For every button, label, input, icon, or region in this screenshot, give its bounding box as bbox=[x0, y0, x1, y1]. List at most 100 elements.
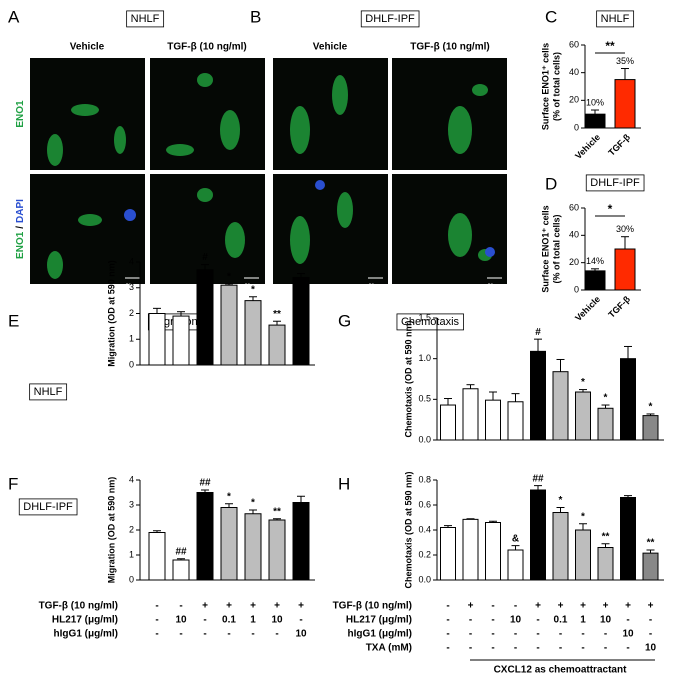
panel-title: Chemotaxis bbox=[401, 316, 460, 328]
annotation: ** bbox=[602, 531, 610, 542]
bar bbox=[584, 270, 606, 291]
condition-value: - bbox=[251, 629, 254, 640]
image bbox=[273, 174, 388, 284]
annotation: * bbox=[227, 272, 231, 283]
condition-value: - bbox=[446, 629, 449, 640]
condition-value: - bbox=[626, 615, 629, 626]
bar bbox=[552, 371, 569, 441]
condition-value: + bbox=[580, 601, 586, 612]
condition-value: - bbox=[469, 629, 472, 640]
condition-value: - bbox=[155, 629, 158, 640]
bar bbox=[642, 415, 659, 441]
condition-value: - bbox=[581, 629, 584, 640]
condition-value: 10 bbox=[175, 615, 187, 626]
condition-value: - bbox=[604, 629, 607, 640]
condition-value: 10 bbox=[645, 643, 657, 654]
annotation: ## bbox=[175, 546, 187, 557]
y-tick-label: 0 bbox=[129, 574, 134, 584]
condition-value: - bbox=[446, 643, 449, 654]
bar bbox=[507, 401, 524, 441]
significance-label: * bbox=[608, 202, 613, 216]
cell-line-label: NHLF bbox=[131, 13, 160, 25]
condition-value: - bbox=[536, 643, 539, 654]
condition-value: - bbox=[446, 615, 449, 626]
condition-value: - bbox=[536, 615, 539, 626]
condition-value: 10 bbox=[510, 615, 522, 626]
condition-row-label: TGF-β (10 ng/ml) bbox=[39, 601, 118, 612]
channel-part: DAPI bbox=[15, 199, 26, 223]
bar bbox=[440, 527, 456, 581]
condition-value: - bbox=[491, 643, 494, 654]
condition-value: 0.1 bbox=[554, 615, 568, 626]
y-tick-label: 20 bbox=[569, 95, 579, 105]
condition-value: 10 bbox=[622, 629, 634, 640]
scale-bar-label: 50μm bbox=[245, 283, 258, 289]
channel-label: ENO1 / DAPI bbox=[15, 199, 26, 259]
annotation: ## bbox=[199, 478, 211, 489]
condition-value: - bbox=[179, 629, 182, 640]
bar bbox=[244, 300, 262, 366]
annotation: * bbox=[581, 377, 585, 388]
condition-value: - bbox=[469, 615, 472, 626]
bar bbox=[485, 522, 501, 581]
condition-value: + bbox=[298, 601, 304, 612]
bar bbox=[172, 315, 190, 366]
channel-part: ENO1 bbox=[15, 231, 26, 259]
y-tick-label: 1.0 bbox=[418, 353, 431, 363]
bar bbox=[614, 248, 636, 291]
condition-value: + bbox=[202, 601, 208, 612]
bar bbox=[244, 513, 262, 581]
y-tick-label: 2 bbox=[129, 524, 134, 534]
y-axis-label: Migration (OD at 590 nm) bbox=[106, 477, 116, 584]
condition-value: - bbox=[536, 629, 539, 640]
bar bbox=[530, 489, 546, 581]
condition-value: - bbox=[227, 629, 230, 640]
y-tick-label: 20 bbox=[569, 257, 579, 267]
annotation: & bbox=[512, 533, 519, 544]
bar bbox=[584, 113, 606, 129]
value-label: 35% bbox=[616, 56, 634, 66]
row-label-box bbox=[29, 383, 68, 401]
condition-value: + bbox=[274, 601, 280, 612]
condition-value: 1 bbox=[580, 615, 586, 626]
bar bbox=[172, 559, 190, 581]
condition-value: - bbox=[203, 615, 206, 626]
condition-value: - bbox=[446, 601, 449, 612]
annotation: ** bbox=[273, 309, 281, 320]
bar bbox=[597, 547, 614, 581]
y-tick-label: 1 bbox=[129, 549, 134, 559]
y-tick-label: 0.0 bbox=[418, 574, 431, 584]
condition-value: - bbox=[155, 615, 158, 626]
condition-value: + bbox=[558, 601, 564, 612]
condition-label: TGF-β (10 ng/ml) bbox=[167, 42, 246, 53]
condition-value: - bbox=[491, 601, 494, 612]
y-axis-label: Chemotaxis (OD at 590 nm) bbox=[403, 320, 413, 437]
y-tick-label: 1 bbox=[129, 334, 134, 344]
annotation: ** bbox=[273, 506, 281, 517]
y-tick-label: 40 bbox=[569, 230, 579, 240]
panel-title-box bbox=[396, 313, 464, 331]
scale-bar-label: 50μm bbox=[369, 283, 382, 289]
x-tick-label: TGF-β bbox=[606, 294, 632, 320]
y-tick-label: 0 bbox=[574, 122, 579, 132]
cell-line-label: DHLF-IPF bbox=[365, 13, 415, 25]
y-axis-label: Chemotaxis (OD at 590 nm) bbox=[403, 471, 413, 588]
annotation: * bbox=[559, 495, 563, 506]
condition-value: - bbox=[491, 629, 494, 640]
nuclei bbox=[124, 180, 495, 257]
image bbox=[392, 58, 507, 170]
bar bbox=[462, 518, 479, 581]
condition-value: + bbox=[603, 601, 609, 612]
x-tick-label: Vehicle bbox=[573, 132, 602, 161]
cell-line-label-box bbox=[126, 10, 165, 28]
bar bbox=[462, 388, 479, 441]
y-axis-label: (% of total cells) bbox=[551, 52, 561, 121]
row-label: NHLF bbox=[34, 386, 63, 398]
condition-value: - bbox=[275, 629, 278, 640]
bar bbox=[220, 284, 238, 366]
panel-title: NHLF bbox=[601, 13, 630, 25]
panel-title-box bbox=[596, 10, 635, 28]
condition-row-label: HL217 (μg/ml) bbox=[52, 615, 118, 626]
condition-value: + bbox=[250, 601, 256, 612]
y-tick-label: 0.6 bbox=[418, 499, 431, 509]
